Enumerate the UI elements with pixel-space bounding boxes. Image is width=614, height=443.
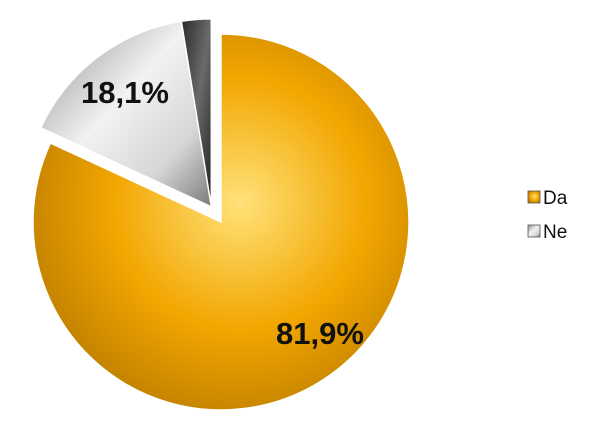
- pie-slice-ne-bevel: [180, 18, 213, 207]
- slice-labels: 81,9% 18,1%: [81, 75, 364, 351]
- pie-slices: [32, 18, 410, 411]
- slice-label-ne: 18,1%: [81, 75, 169, 110]
- legend-swatch-ne: [527, 224, 541, 238]
- legend: Da Ne: [527, 188, 568, 243]
- legend-label-da: Da: [543, 188, 568, 209]
- legend-label-ne: Ne: [543, 222, 567, 243]
- slice-label-da: 81,9%: [276, 316, 364, 351]
- legend-swatch-da: [527, 190, 541, 204]
- pie-slice-da: [32, 33, 410, 411]
